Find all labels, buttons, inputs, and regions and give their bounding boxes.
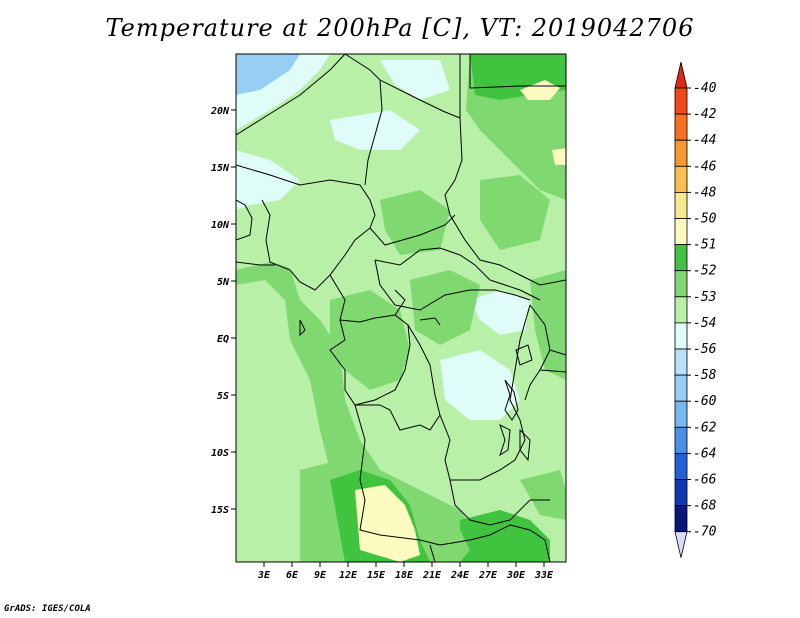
colorbar-label: -58: [693, 368, 717, 383]
credit-label: GrADS: IGES/COLA: [4, 604, 91, 614]
colorbar-label: -64: [693, 446, 716, 461]
lon-tick-label: 15E: [367, 570, 386, 581]
lon-tick-label: 9E: [314, 570, 327, 581]
colorbar-segment: [674, 296, 688, 324]
lat-tick-label: EQ: [217, 334, 229, 345]
colorbar-segment: [674, 505, 688, 533]
colorbar-arrow-bottom: [674, 531, 688, 558]
colorbar-segment: [674, 165, 688, 193]
latitude-axis: 20N 15N 10N 5N EQ 5S 10S 15S: [210, 106, 236, 516]
lon-tick-label: 6E: [286, 570, 299, 581]
lon-tick-label: 24E: [450, 570, 470, 581]
colorbar-segment: [674, 87, 688, 115]
colorbar: -40 -42 -44 -46 -48 -50 -51 -52 -53 -54 -56 -58 -60 -…: [674, 61, 717, 558]
colorbar-segment: [674, 400, 688, 428]
colorbar-segment: [674, 348, 688, 376]
colorbar-label: -50: [693, 212, 717, 227]
colorbar-segment: [674, 113, 688, 141]
colorbar-label: -44: [693, 133, 716, 148]
lon-tick-label: 12E: [339, 570, 358, 581]
lat-tick-label: 15N: [211, 163, 230, 174]
temperature-field: [236, 54, 566, 562]
colorbar-label: -62: [693, 420, 717, 435]
colorbar-segment: [674, 139, 688, 167]
colorbar-label: -51: [693, 238, 716, 253]
lon-tick-label: 18E: [395, 570, 414, 581]
colorbar-segment: [674, 244, 688, 272]
colorbar-segment: [674, 218, 688, 246]
lat-tick-label: 5S: [217, 391, 229, 402]
colorbar-label: -48: [693, 185, 717, 200]
colorbar-segment: [674, 270, 688, 298]
colorbar-label: -42: [693, 107, 717, 122]
lon-tick-label: 21E: [422, 570, 442, 581]
map-frame: [235, 53, 567, 563]
colorbar-segment: [674, 191, 688, 219]
country-boundaries: [236, 54, 566, 562]
colorbar-label: -60: [693, 394, 717, 409]
colorbar-label: -53: [693, 290, 716, 305]
colorbar-label: -54: [693, 316, 716, 331]
colorbar-label: -52: [693, 264, 717, 279]
colorbar-arrow-top: [674, 61, 688, 89]
lon-tick-label: 30E: [506, 570, 526, 581]
lat-tick-label: 10S: [211, 448, 229, 459]
lon-tick-label: 33E: [534, 570, 554, 581]
lon-tick-label: 27E: [478, 570, 498, 581]
colorbar-segment: [674, 452, 688, 480]
longitude-axis: 3E 6E 9E 12E 15E 18E 21E 24E 27E 30E 33E: [257, 562, 554, 581]
lat-tick-label: 15S: [211, 505, 229, 516]
colorbar-segment: [674, 322, 688, 350]
colorbar-label: -70: [693, 525, 717, 540]
lon-tick-label: 3E: [257, 570, 271, 581]
lat-tick-label: 5N: [217, 277, 230, 288]
lat-tick-label: 10N: [211, 220, 230, 231]
colorbar-label: -56: [693, 342, 717, 357]
colorbar-label: -46: [693, 159, 717, 174]
colorbar-segment: [674, 479, 688, 507]
colorbar-label: -66: [693, 473, 717, 488]
colorbar-label: -40: [693, 81, 717, 96]
colorbar-segment: [674, 426, 688, 454]
map-title: Temperature at 200hPa [C], VT: 201904270…: [105, 14, 695, 42]
lat-tick-label: 20N: [210, 106, 230, 117]
colorbar-segment: [674, 374, 688, 402]
colorbar-label: -68: [693, 499, 717, 514]
